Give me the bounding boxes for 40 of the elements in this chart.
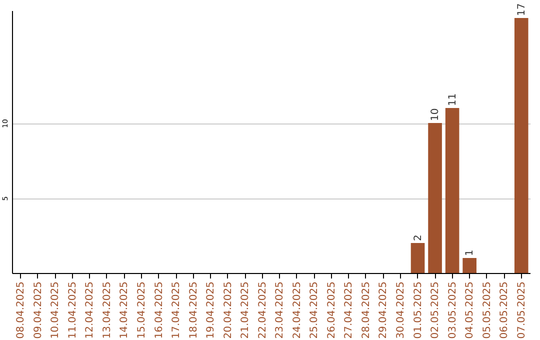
x-tick-label: 11.04.2025 — [67, 282, 78, 339]
bar — [410, 243, 425, 273]
x-tick-label: 16.04.2025 — [154, 282, 165, 339]
data-label: 1 — [464, 250, 476, 256]
bar — [514, 18, 528, 273]
x-tick-label: 15.04.2025 — [136, 282, 148, 339]
data-label: 11 — [447, 93, 458, 106]
x-tick-label: 21.04.2025 — [240, 282, 252, 339]
x-tick-label: 29.04.2025 — [378, 282, 390, 339]
data-label: 17 — [516, 3, 528, 16]
x-tick-label: 26.04.2025 — [326, 282, 338, 339]
bar — [428, 123, 442, 273]
bar — [445, 108, 460, 273]
x-tick-label: 25.04.2025 — [309, 282, 320, 339]
x-tick-label: 20.04.2025 — [222, 282, 234, 339]
x-tick-label: 01.05.2025 — [412, 282, 424, 339]
bar — [462, 258, 476, 273]
x-tick-label: 13.04.2025 — [102, 282, 113, 339]
data-label: 10 — [430, 108, 442, 121]
x-tick-label: 22.04.2025 — [257, 282, 268, 339]
x-tick-label: 02.05.2025 — [430, 282, 442, 339]
x-tick-label: 05.05.2025 — [482, 282, 493, 339]
x-tick-label: 17.04.2025 — [171, 282, 182, 339]
x-tick-label: 08.04.2025 — [16, 282, 27, 339]
x-tick-label: 27.04.2025 — [344, 282, 355, 339]
x-tick-label: 06.05.2025 — [499, 282, 510, 339]
x-tick-label: 03.05.2025 — [447, 282, 458, 339]
x-tick-label: 12.04.2025 — [84, 282, 96, 339]
x-tick-label: 07.05.2025 — [516, 282, 528, 339]
x-tick-label: 04.05.2025 — [464, 282, 476, 339]
x-tick-label: 28.04.2025 — [360, 282, 372, 339]
x-tick-label: 23.04.2025 — [274, 282, 286, 339]
x-tick-label: 19.04.2025 — [206, 282, 217, 339]
x-tick-label: 09.04.2025 — [32, 282, 44, 339]
x-tick-label: 18.04.2025 — [188, 282, 200, 339]
x-tick-label: 14.04.2025 — [119, 282, 130, 339]
x-tick-label: 30.04.2025 — [396, 282, 406, 339]
data-label: 2 — [412, 234, 424, 241]
x-tick-label: 10.04.2025 — [50, 282, 62, 339]
x-tick-label: 24.04.2025 — [292, 282, 303, 339]
